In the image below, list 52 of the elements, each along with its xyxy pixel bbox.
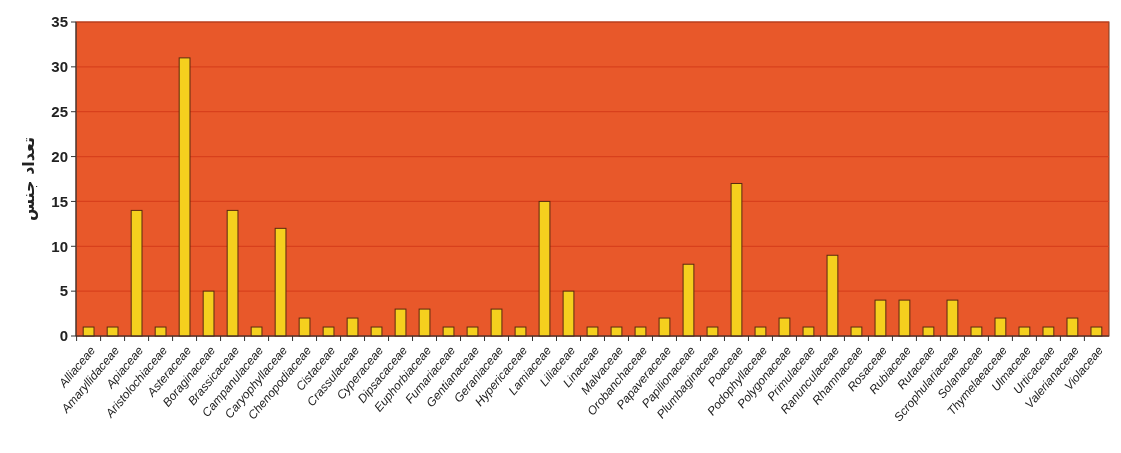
bar (82, 326, 95, 337)
bar (322, 326, 335, 337)
bar (754, 326, 767, 337)
y-tick-label: 10 (51, 237, 68, 255)
y-axis-title: تعداد جنس (18, 136, 38, 222)
bar (154, 326, 167, 337)
bar (250, 326, 263, 337)
bar (682, 263, 695, 337)
bar (826, 254, 839, 337)
bar (274, 227, 287, 337)
bar (370, 326, 383, 337)
bar (802, 326, 815, 337)
y-tick-label: 25 (51, 102, 68, 120)
bar (994, 317, 1007, 337)
bar (1042, 326, 1055, 337)
bar (706, 326, 719, 337)
bar (634, 326, 647, 337)
bar (346, 317, 359, 337)
bar (466, 326, 479, 337)
y-tick-label: 15 (51, 192, 68, 210)
bar (130, 209, 143, 337)
bar (610, 326, 623, 337)
bar (514, 326, 527, 337)
y-tick-label: 20 (51, 147, 68, 165)
y-tick-label: 0 (59, 327, 68, 345)
bar (490, 308, 503, 337)
bar (562, 290, 575, 337)
bar (922, 326, 935, 337)
bar (778, 317, 791, 337)
bar (946, 299, 959, 337)
bar (898, 299, 911, 337)
bar (106, 326, 119, 337)
bar (202, 290, 215, 337)
bar (538, 200, 551, 337)
bar (394, 308, 407, 337)
bar (850, 326, 863, 337)
bar (586, 326, 599, 337)
bar (1066, 317, 1079, 337)
bar (226, 209, 239, 337)
bar (442, 326, 455, 337)
bar (658, 317, 671, 337)
bar (730, 182, 743, 337)
y-tick-label: 35 (51, 13, 68, 31)
bar (178, 57, 191, 337)
bar (298, 317, 311, 337)
bar (1090, 326, 1103, 337)
bar (874, 299, 887, 337)
y-tick-label: 5 (59, 282, 68, 300)
bar (418, 308, 431, 337)
bar (970, 326, 983, 337)
bar (1018, 326, 1031, 337)
y-tick-label: 30 (51, 58, 68, 76)
